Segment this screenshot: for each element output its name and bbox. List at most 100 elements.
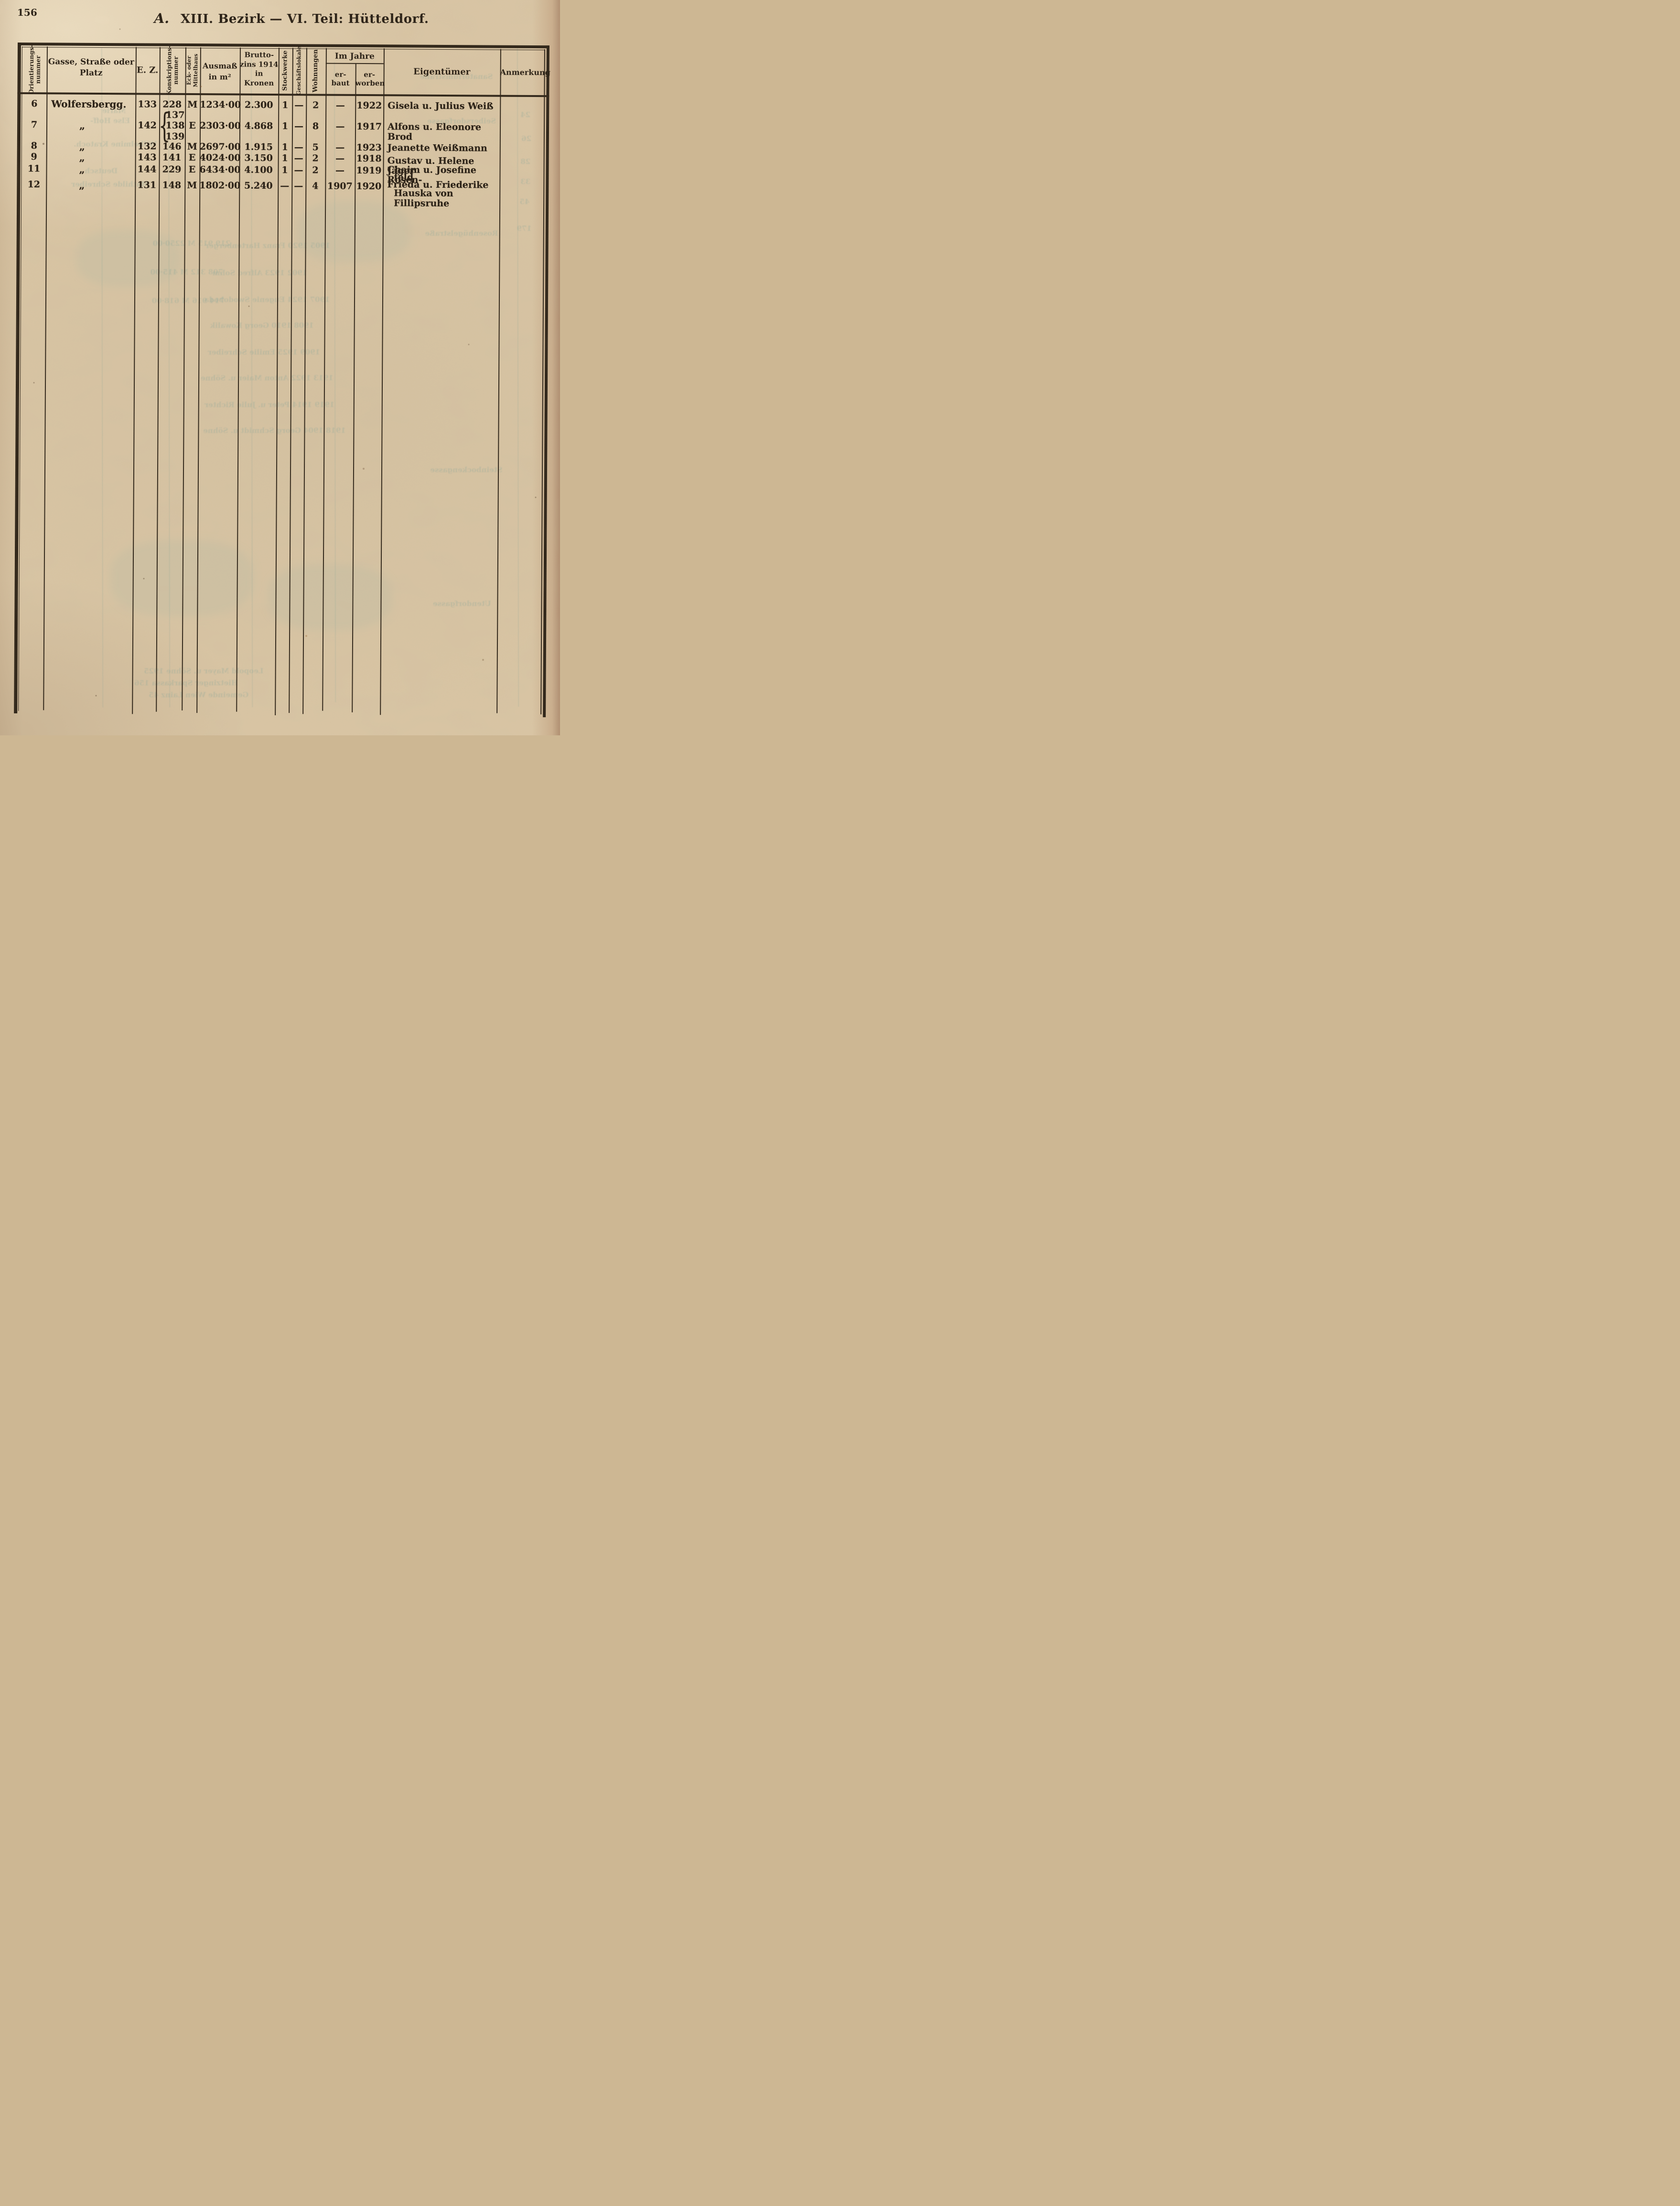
cell-ausmass: 4024·00: [199, 152, 241, 163]
title-text: XIII. Bezirk — VI. Teil: Hütteldorf.: [180, 12, 429, 26]
cell-ez: 142: [138, 120, 157, 131]
cell-wohnungen: 2: [312, 165, 319, 176]
cell-geschaeftslokale: —: [294, 142, 303, 153]
cell-eigentuemer: Alfons u. Eleonore Brod: [387, 121, 482, 142]
cell-wohnungen: 5: [312, 142, 319, 153]
cell-ausmass: 2303·00: [199, 120, 241, 131]
cell-eck-mittelhaus: E: [188, 164, 196, 175]
cell-eck-mittelhaus: M: [187, 180, 197, 191]
header-gasse-strasse-platz: Gasse, Straße oder Platz: [48, 57, 134, 78]
header-ausmass: Ausmaß in m²: [202, 61, 237, 82]
cell-erworben: 1920: [356, 181, 382, 192]
cell-konskriptionsnummer: 146: [162, 141, 182, 152]
cell-wohnungen: 8: [312, 121, 319, 132]
cell-gasse-ditto: „: [79, 140, 85, 152]
cell-erbaut: —: [335, 153, 345, 164]
cell-geschaeftslokale: —: [294, 165, 303, 176]
cell-erbaut: —: [335, 142, 345, 153]
cell-orientierungsnummer: 12: [27, 179, 41, 190]
cell-orientierungsnummer: 7: [31, 119, 38, 130]
cell-orientierungsnummer: 11: [27, 163, 41, 174]
cell-konskriptionsnummer: 141: [162, 152, 182, 163]
cell-erworben: 1919: [356, 165, 382, 176]
cell-ausmass: 2697·00: [199, 141, 241, 152]
cell-erworben: 1917: [356, 121, 382, 132]
header-stockwerke: Stockwerke: [281, 50, 289, 91]
cell-bruttozins: 4.868: [244, 120, 273, 131]
cell-bruttozins: 4.100: [244, 164, 273, 175]
cell-eck-mittelhaus: E: [188, 152, 196, 163]
cell-erworben: 1923: [356, 142, 382, 153]
header-eck-mittelhaus: Eck- oder Mittelhaus: [185, 53, 199, 87]
cell-erbaut: 1907: [327, 181, 353, 192]
header-erworben: er-worben: [355, 70, 385, 88]
cell-orientierungsnummer: 9: [31, 151, 37, 162]
cell-stockwerke: 1: [281, 142, 288, 153]
cell-gasse-ditto: „: [79, 163, 85, 175]
cell-ez: 131: [137, 180, 157, 191]
cell-geschaeftslokale: —: [294, 153, 303, 164]
cell-stockwerke: —: [280, 181, 290, 192]
header-anmerkung: Anmerkung: [500, 67, 550, 77]
cell-konskriptionsnummer: 137: [165, 109, 185, 120]
cell-stockwerke: 1: [281, 165, 288, 176]
cell-ausmass: 6434·00: [199, 164, 241, 175]
cell-eigentuemer: Gisela u. Julius Weiß: [388, 100, 494, 112]
cell-stockwerke: 1: [282, 100, 289, 111]
cell-geschaeftslokale: —: [294, 121, 304, 132]
cell-eigentuemer-line2: Hauska von Fillipsruhe: [394, 188, 453, 209]
cell-eigentuemer: Jeanette Weißmann: [387, 142, 487, 154]
cell-bruttozins: 3.150: [244, 152, 273, 163]
cell-ez: 133: [138, 99, 157, 110]
cell-konskriptionsnummer: 138: [165, 120, 185, 131]
cell-orientierungsnummer: 8: [31, 140, 37, 151]
cell-konskriptionsnummer: 148: [162, 180, 182, 191]
grid-line-horizontal: [325, 63, 384, 64]
cell-stockwerke: 1: [281, 121, 289, 132]
title-section-letter: A.: [154, 11, 169, 26]
cell-ez: 132: [137, 141, 157, 152]
cell-wohnungen: 2: [312, 153, 319, 164]
cell-ez: 143: [137, 152, 157, 163]
cell-gasse-ditto: „: [79, 179, 85, 191]
cell-bruttozins: 5.240: [244, 180, 273, 191]
cell-stockwerke: 1: [281, 153, 288, 164]
cell-ausmass: 1802·00: [199, 180, 241, 191]
cell-erworben: 1922: [356, 100, 382, 111]
cell-erworben: 1918: [356, 153, 382, 164]
header-konskriptionsnummer: Konskriptions-nummer: [165, 45, 179, 95]
cell-eck-mittelhaus: E: [189, 120, 196, 131]
header-bruttozins: Brutto-zins 1914 in Kronen: [239, 50, 279, 87]
cell-eck-mittelhaus: M: [187, 99, 198, 110]
register-table: Orientierungs-nummer Gasse, Straße oder P…: [0, 0, 560, 735]
cell-gasse: Wolfersbergg.: [51, 98, 127, 110]
header-eigentuemer: Eigentümer: [413, 66, 471, 77]
scanned-page: Marie Else Hoff- Wilhelmine Kratoch. Deu…: [0, 0, 560, 735]
paper-speckles: [0, 0, 1, 1]
cell-geschaeftslokale: —: [294, 181, 303, 192]
cell-ez: 144: [137, 164, 157, 175]
cell-eck-mittelhaus: M: [187, 141, 197, 152]
cell-gasse-ditto: „: [79, 119, 86, 131]
cell-gasse-ditto: „: [79, 151, 85, 163]
header-ez: E. Z.: [136, 65, 159, 75]
header-erbaut: er-baut: [331, 70, 350, 87]
page-number: 156: [17, 7, 37, 18]
cell-konskriptionsnummer: 229: [162, 164, 182, 175]
header-wohnungen: Wohnungen: [312, 49, 320, 93]
cell-bruttozins: 2.300: [244, 99, 273, 110]
cell-konskriptionsnummer: 139: [165, 131, 185, 142]
header-geschaeftslokale: Geschäftslokale: [295, 46, 302, 96]
cell-erbaut: —: [335, 121, 345, 132]
header-im-jahre: Im Jahre: [334, 51, 375, 62]
cell-orientierungsnummer: 6: [31, 98, 38, 109]
page-title: A. XIII. Bezirk — VI. Teil: Hütteldorf.: [153, 11, 430, 26]
header-orientierungsnummer: Orientierungs-nummer: [27, 44, 42, 94]
cell-wohnungen: 2: [312, 100, 319, 111]
cell-wohnungen: 4: [312, 181, 319, 192]
cell-bruttozins: 1.915: [244, 141, 273, 152]
cell-erbaut: —: [335, 165, 345, 176]
cell-geschaeftslokale: —: [294, 100, 304, 111]
cell-ausmass: 1234·00: [200, 99, 241, 110]
cell-erbaut: —: [335, 100, 345, 111]
